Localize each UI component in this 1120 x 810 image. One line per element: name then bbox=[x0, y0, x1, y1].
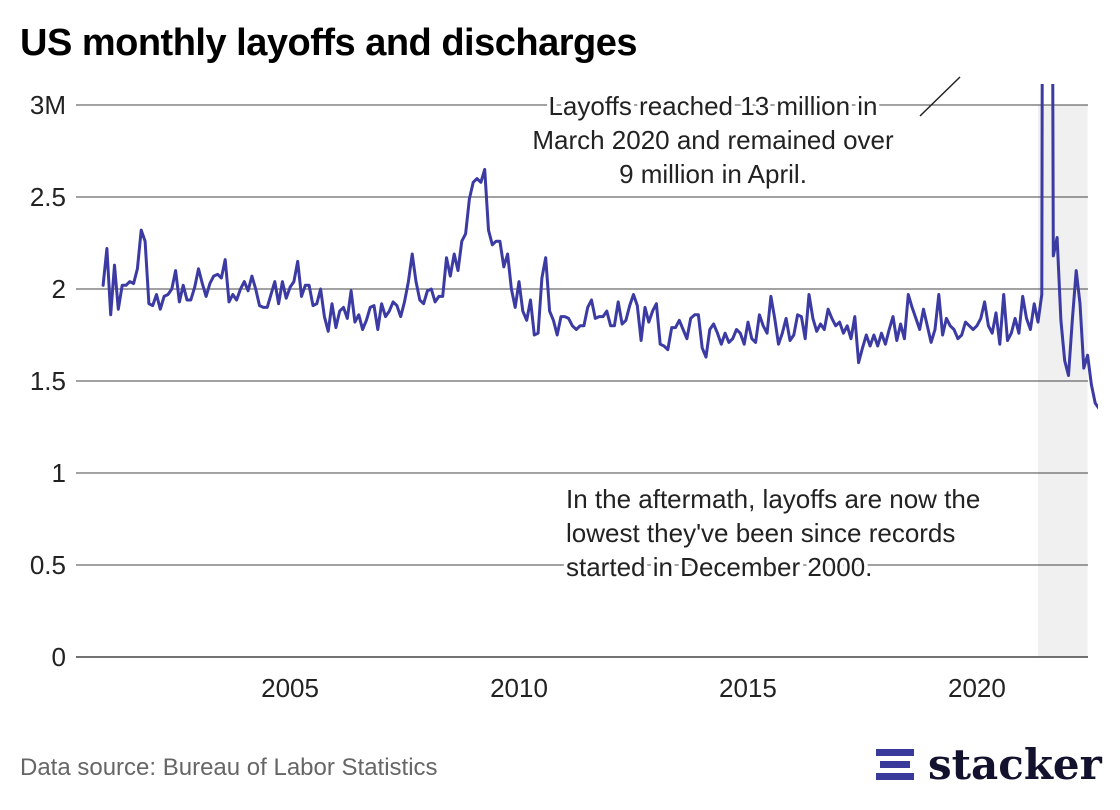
peak-annotation-line: 9 million in April. bbox=[619, 159, 807, 189]
peak-annotation-line: Layoffs reached 13 million in bbox=[548, 91, 877, 121]
y-tick-label: 2 bbox=[52, 274, 66, 304]
annotation-leader-line bbox=[919, 76, 961, 117]
y-tick-label: 0.5 bbox=[30, 550, 66, 580]
peak-annotation-line-halo: March 2020 and remained over bbox=[532, 125, 894, 155]
stacked-bars-logo-icon bbox=[876, 746, 914, 784]
aftermath-annotation-line-halo: lowest they've been since records bbox=[566, 518, 955, 548]
x-tick-label: 2005 bbox=[261, 673, 319, 703]
y-tick-label: 0 bbox=[52, 642, 66, 672]
y-tick-label: 3M bbox=[30, 90, 66, 120]
grid-lines bbox=[76, 104, 1088, 658]
aftermath-annotation-line-halo: started in December 2000. bbox=[566, 552, 872, 582]
aftermath-annotation-line-halo: In the aftermath, layoffs are now the bbox=[566, 484, 980, 514]
chart-title: US monthly layoffs and discharges bbox=[20, 22, 637, 64]
x-tick-label: 2015 bbox=[719, 673, 777, 703]
y-tick-label: 1.5 bbox=[30, 366, 66, 396]
data-source-note: Data source: Bureau of Labor Statistics bbox=[20, 754, 438, 781]
peak-annotation-line: March 2020 and remained over bbox=[532, 125, 894, 155]
y-tick-label: 1 bbox=[52, 458, 66, 488]
y-axis-ticks: 0 0.5 1 1.5 2 2.5 3M bbox=[30, 90, 66, 672]
series-line bbox=[101, 84, 1098, 410]
peak-annotation-line-halo: 9 million in April. bbox=[619, 159, 807, 189]
peak-annotation-line-halo: Layoffs reached 13 million in bbox=[548, 91, 877, 121]
x-tick-label: 2010 bbox=[490, 673, 548, 703]
logo-wordmark: stacker bbox=[928, 740, 1102, 789]
x-axis-ticks: 2005 2010 2015 2020 bbox=[261, 673, 1006, 703]
x-tick-label: 2020 bbox=[948, 673, 1006, 703]
series-layer bbox=[101, 84, 1098, 410]
aftermath-annotation-line: In the aftermath, layoffs are now the bbox=[566, 484, 980, 514]
aftermath-annotation-line: started in December 2000. bbox=[566, 552, 872, 582]
stacker-logo[interactable]: stacker bbox=[876, 742, 1102, 788]
y-tick-label: 2.5 bbox=[30, 182, 66, 212]
aftermath-annotation-line: lowest they've been since records bbox=[566, 518, 955, 548]
